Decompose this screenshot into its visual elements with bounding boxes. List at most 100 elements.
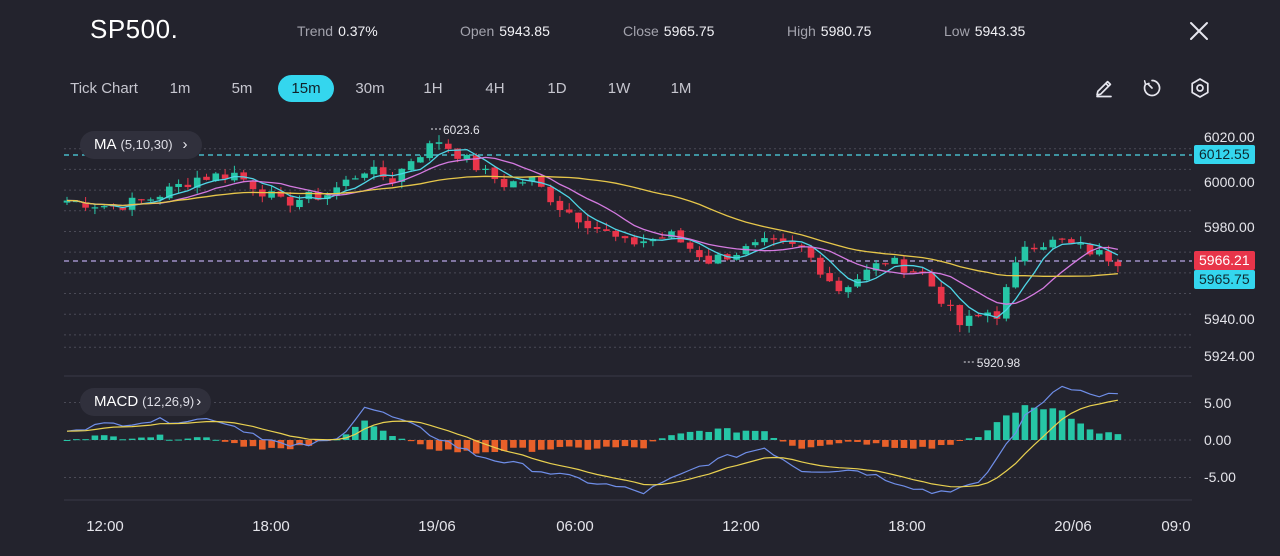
candle-up bbox=[166, 186, 173, 199]
macd-histogram-bar bbox=[63, 440, 71, 441]
stat-trend: Trend 0.37% bbox=[297, 23, 378, 39]
candle-down bbox=[584, 220, 592, 229]
candle-down bbox=[612, 230, 619, 237]
price-tick-label: 5924.00 bbox=[1204, 348, 1255, 364]
candle-up bbox=[352, 178, 359, 180]
macd-signal-line bbox=[66, 399, 1119, 488]
candle-up bbox=[156, 196, 164, 200]
macd-histogram-bar bbox=[82, 439, 89, 441]
macd-histogram-bar bbox=[910, 440, 917, 449]
stat-value: 5943.35 bbox=[974, 23, 1026, 39]
macd-histogram-bar bbox=[212, 439, 220, 441]
candle-down bbox=[696, 250, 703, 258]
price-tick-label: 6020.00 bbox=[1204, 129, 1255, 145]
tab-1w[interactable]: 1W bbox=[607, 80, 631, 97]
candle-down bbox=[910, 271, 917, 273]
high-annotation: 6023.6 bbox=[443, 123, 480, 137]
candle-up bbox=[463, 154, 471, 160]
candle-down bbox=[975, 315, 982, 317]
macd-histogram-bar bbox=[1068, 418, 1075, 440]
macd-histogram-bar bbox=[417, 440, 424, 445]
macd-histogram-bar bbox=[705, 431, 712, 440]
tab-15m[interactable]: 15m bbox=[278, 75, 334, 102]
candle-down bbox=[835, 280, 843, 292]
candle-down bbox=[1114, 261, 1122, 267]
macd-histogram-bar bbox=[733, 432, 740, 440]
candle-down bbox=[240, 172, 247, 180]
macd-histogram-bar bbox=[603, 440, 610, 447]
macd-histogram-bar bbox=[482, 440, 489, 453]
macd-indicator-button[interactable]: MACD (12,26,9) › bbox=[80, 388, 212, 416]
macd-histogram-bar bbox=[1040, 409, 1047, 440]
candle-up bbox=[965, 315, 973, 326]
macd-histogram-bar bbox=[817, 440, 824, 446]
macd-histogram-bar bbox=[398, 438, 406, 440]
macd-tick-label: -5.00 bbox=[1204, 469, 1236, 485]
macd-histogram-bar bbox=[454, 440, 461, 453]
stat-open: Open 5943.85 bbox=[460, 23, 550, 39]
candle-down bbox=[593, 226, 601, 229]
settings-icon[interactable] bbox=[1188, 76, 1212, 100]
candle-down bbox=[779, 238, 787, 242]
candle-up bbox=[426, 143, 433, 159]
tab-1d[interactable]: 1D bbox=[547, 80, 567, 97]
macd-histogram-bar bbox=[565, 440, 573, 447]
close-icon[interactable] bbox=[1188, 20, 1210, 42]
candle-up bbox=[1012, 262, 1019, 288]
tab-5m[interactable]: 5m bbox=[231, 80, 253, 97]
macd-histogram-bar bbox=[686, 431, 694, 440]
candle-up bbox=[482, 168, 489, 171]
candle-down bbox=[389, 178, 396, 184]
candle-down bbox=[491, 167, 499, 180]
candle-up bbox=[407, 161, 415, 171]
stat-value: 5965.75 bbox=[663, 23, 715, 39]
macd-histogram-bar bbox=[361, 420, 368, 440]
candle-down bbox=[138, 199, 145, 201]
macd-histogram-bar bbox=[538, 440, 545, 450]
ma10-line bbox=[66, 156, 1119, 305]
candle-up bbox=[370, 166, 378, 175]
macd-histogram-bar bbox=[593, 440, 601, 449]
tab-4h[interactable]: 4H bbox=[485, 80, 505, 97]
macd-histogram-bar bbox=[779, 440, 787, 442]
macd-histogram-bar bbox=[342, 434, 350, 440]
tab-1h[interactable]: 1H bbox=[423, 80, 443, 97]
candle-down bbox=[379, 167, 387, 177]
candle-down bbox=[677, 230, 685, 243]
candle-down bbox=[937, 286, 945, 304]
candle-up bbox=[91, 207, 99, 209]
time-tick-label: 20/06 bbox=[1054, 518, 1092, 535]
pencil-icon[interactable] bbox=[1092, 76, 1116, 100]
tab-1mo[interactable]: 1M bbox=[670, 80, 692, 97]
candle-down bbox=[882, 263, 889, 265]
tab-1m[interactable]: 1m bbox=[169, 80, 191, 97]
macd-histogram-bar bbox=[547, 440, 554, 450]
candle-down bbox=[807, 246, 815, 258]
macd-histogram-bar bbox=[696, 430, 703, 440]
macd-histogram-bar bbox=[872, 440, 880, 444]
macd-histogram-bar bbox=[751, 430, 759, 440]
candle-down bbox=[686, 242, 694, 249]
tick-chart-button[interactable]: Tick Chart bbox=[70, 80, 138, 97]
candle-up bbox=[1077, 243, 1084, 245]
macd-histogram-bar bbox=[668, 435, 675, 440]
timer-icon[interactable] bbox=[1140, 76, 1164, 100]
time-tick-label: 06:00 bbox=[556, 518, 594, 535]
macd-histogram-bar bbox=[231, 440, 238, 444]
macd-params: (12,26,9) bbox=[142, 394, 195, 409]
macd-histogram-bar bbox=[389, 436, 396, 440]
candle-down bbox=[249, 180, 257, 190]
candle-down bbox=[705, 255, 712, 264]
ma-indicator-button[interactable]: MA (5,10,30) › bbox=[80, 131, 202, 159]
tab-30m[interactable]: 30m bbox=[355, 80, 385, 97]
candle-up bbox=[212, 173, 220, 182]
macd-histogram-bar bbox=[612, 440, 619, 448]
macd-histogram-bar bbox=[259, 440, 266, 450]
stat-low: Low 5943.35 bbox=[944, 23, 1025, 39]
candle-down bbox=[798, 245, 805, 247]
macd-histogram-bar bbox=[956, 440, 964, 441]
candle-up bbox=[872, 263, 880, 271]
macd-histogram-bar bbox=[937, 440, 945, 446]
macd-histogram-bar bbox=[1030, 407, 1038, 440]
